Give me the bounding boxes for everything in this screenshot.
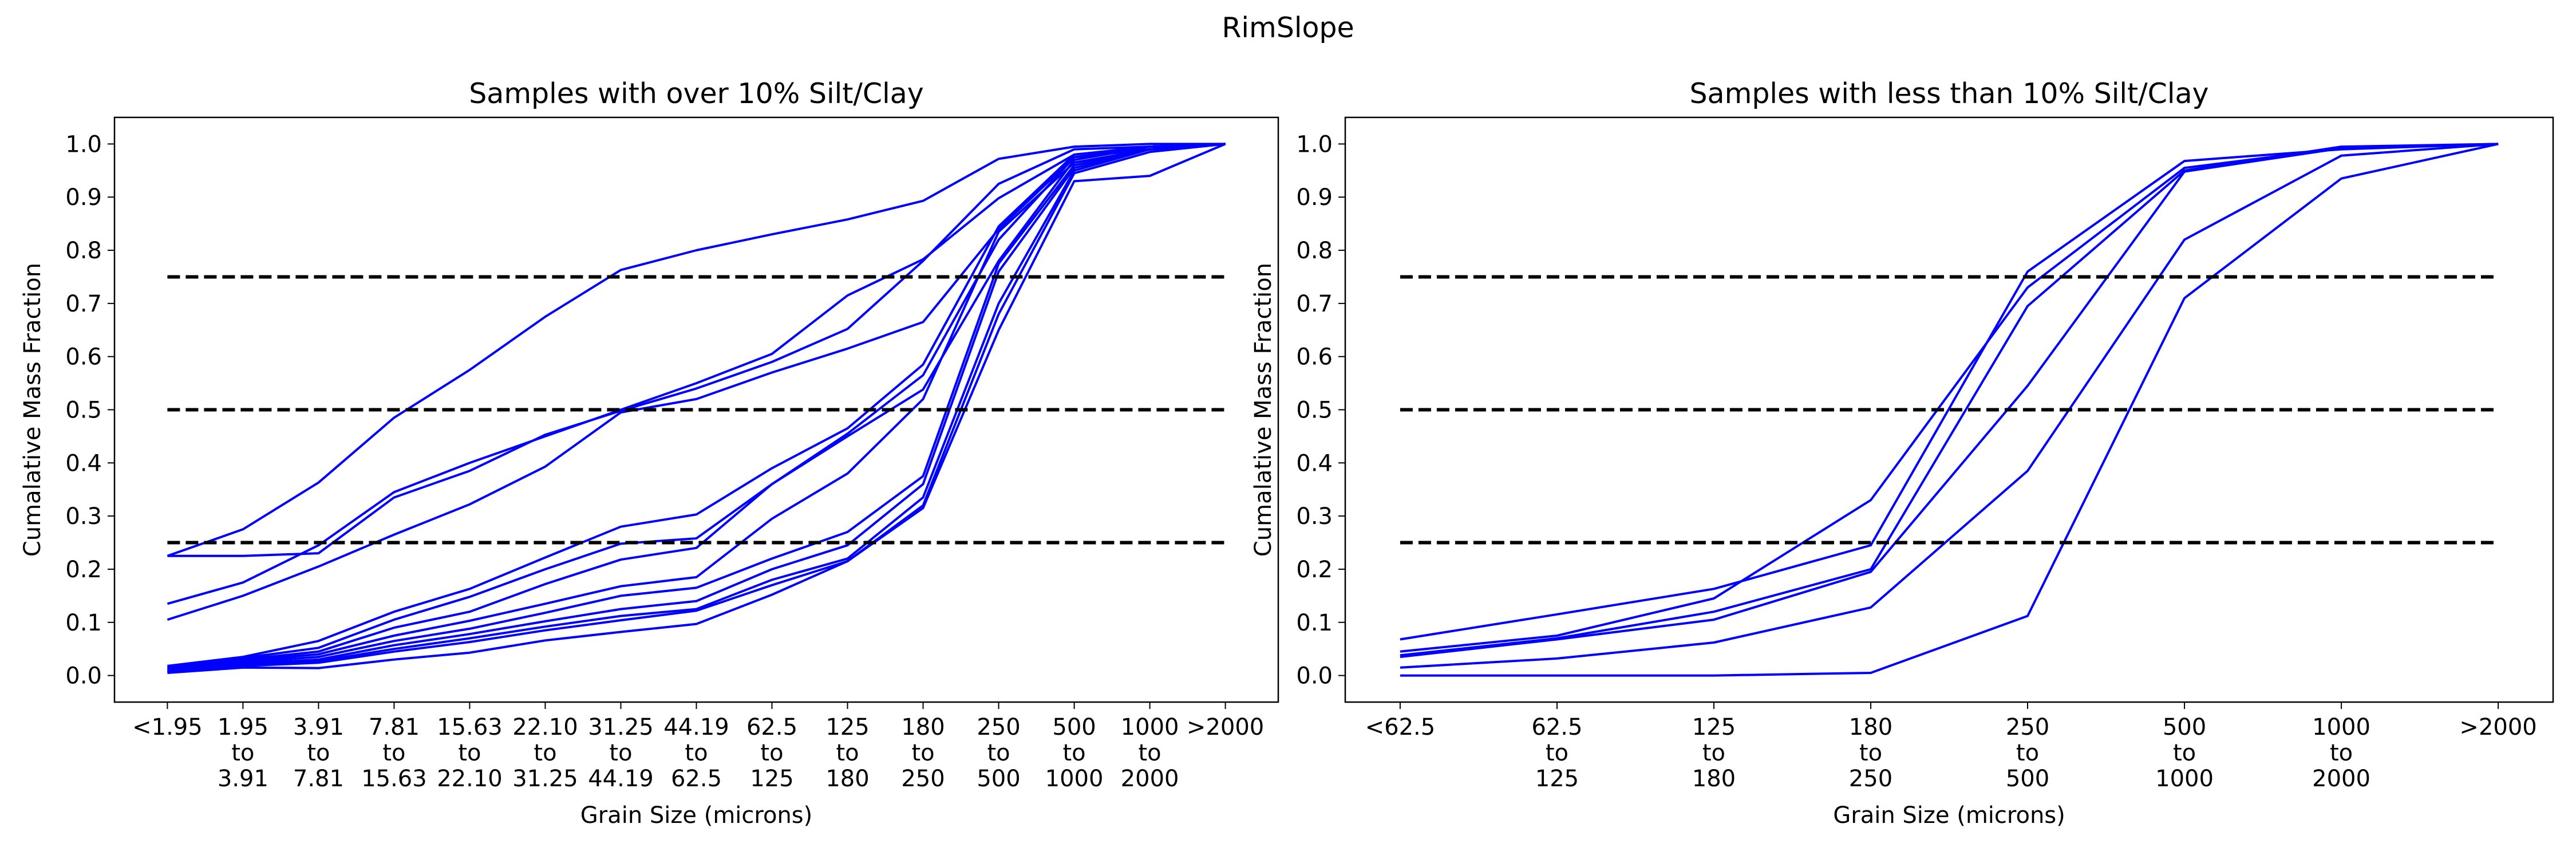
x-tick-label: 180 to 250 <box>1849 714 1893 792</box>
chart-title: Samples with over 10% Silt/Clay <box>469 77 924 110</box>
y-tick-label: 1.0 <box>65 131 102 157</box>
y-axis-label: Cumalative Mass Fraction <box>1250 263 1277 557</box>
series-line-5 <box>167 143 1226 667</box>
x-tick-label: 3.91 to 7.81 <box>293 714 344 792</box>
x-tick-label: 22.10 to 31.25 <box>512 714 578 792</box>
y-tick-label: 0.3 <box>1296 503 1333 530</box>
x-tick-label: 1000 to 2000 <box>1121 714 1179 792</box>
x-tick-label: 62.5 to 125 <box>1531 714 1582 792</box>
y-tick-label: 0.6 <box>65 344 102 371</box>
series-line-2 <box>167 143 1226 557</box>
y-tick-label: 0.4 <box>1296 450 1333 476</box>
series-line-2 <box>1400 143 2499 653</box>
x-tick-label: 500 to 1000 <box>2155 714 2214 792</box>
series-line-7 <box>167 143 1226 670</box>
series-line-1 <box>1400 143 2499 641</box>
x-tick-label: 180 to 250 <box>901 714 945 792</box>
x-tick-label: 250 to 500 <box>977 714 1020 792</box>
y-tick-label: 0.6 <box>1296 344 1333 371</box>
series-line-13 <box>167 143 1226 674</box>
y-axis-label: Cumalative Mass Fraction <box>19 263 46 557</box>
x-tick-label: 250 to 500 <box>2006 714 2049 792</box>
series-line-4 <box>167 143 1226 621</box>
y-tick-label: 0.3 <box>65 503 102 530</box>
x-tick-label: 125 to 180 <box>1692 714 1736 792</box>
y-tick-label: 0.2 <box>65 557 102 583</box>
y-tick-label: 0.7 <box>65 291 102 317</box>
plot-frame <box>1344 116 2554 703</box>
x-tick-label: 62.5 to 125 <box>746 714 797 792</box>
y-tick-label: 0.0 <box>65 663 102 689</box>
chart-panel-right: Samples with less than 10% Silt/Clay 0.0 0… <box>1250 77 2554 829</box>
figure-title: RimSlope <box>1222 11 1354 44</box>
y-tick-label: 0.1 <box>1296 610 1333 636</box>
series-line-9 <box>167 143 1226 672</box>
x-tick-label: 44.19 to 62.5 <box>663 714 729 792</box>
y-tick-label: 0.1 <box>65 610 102 636</box>
x-tick-label: 500 to 1000 <box>1045 714 1104 792</box>
series-line-11 <box>167 143 1226 673</box>
x-tick-label: <1.95 <box>132 714 203 740</box>
y-tick-label: 0.9 <box>1296 184 1333 211</box>
x-axis-label: Grain Size (microns) <box>1833 802 2065 829</box>
series-line-12 <box>167 143 1226 673</box>
series-line-4 <box>1400 143 2499 659</box>
x-tick-label: 125 to 180 <box>825 714 869 792</box>
y-tick-label: 0.5 <box>65 397 102 424</box>
series-line-3 <box>1400 143 2499 657</box>
x-tick-label: >2000 <box>2459 714 2537 740</box>
series-line-6 <box>167 143 1226 669</box>
x-tick-label: 7.81 to 15.63 <box>361 714 427 792</box>
x-tick-label: 1.95 to 3.91 <box>218 714 268 792</box>
plot-frame <box>113 116 1279 703</box>
x-tick-label: >2000 <box>1187 714 1264 740</box>
y-tick-label: 1.0 <box>1296 131 1333 157</box>
y-tick-label: 0.8 <box>1296 238 1333 264</box>
y-tick-label: 0.2 <box>1296 557 1333 583</box>
x-tick-label: 15.63 to 22.10 <box>437 714 503 792</box>
y-tick-label: 0.4 <box>65 450 102 476</box>
y-tick-label: 0.8 <box>65 238 102 264</box>
x-axis-label: Grain Size (microns) <box>580 802 812 829</box>
chart-title: Samples with less than 10% Silt/Clay <box>1689 77 2208 110</box>
series-line-8 <box>167 143 1226 671</box>
chart-panel-left: Samples with over 10% Silt/Clay 0.0 0.1 0.2… <box>19 77 1279 829</box>
series-line-10 <box>167 143 1226 673</box>
y-tick-label: 0.5 <box>1296 397 1333 424</box>
x-tick-label: 31.25 to 44.19 <box>588 714 654 792</box>
series-line-5 <box>1400 143 2499 669</box>
x-tick-label: <62.5 <box>1365 714 1436 740</box>
y-tick-label: 0.7 <box>1296 291 1333 317</box>
series-line-6 <box>1400 143 2499 677</box>
x-tick-label: 1000 to 2000 <box>2312 714 2370 792</box>
series-line-3 <box>167 143 1226 605</box>
y-tick-label: 0.9 <box>65 184 102 211</box>
y-tick-label: 0.0 <box>1296 663 1333 689</box>
series-line-1 <box>167 143 1226 557</box>
